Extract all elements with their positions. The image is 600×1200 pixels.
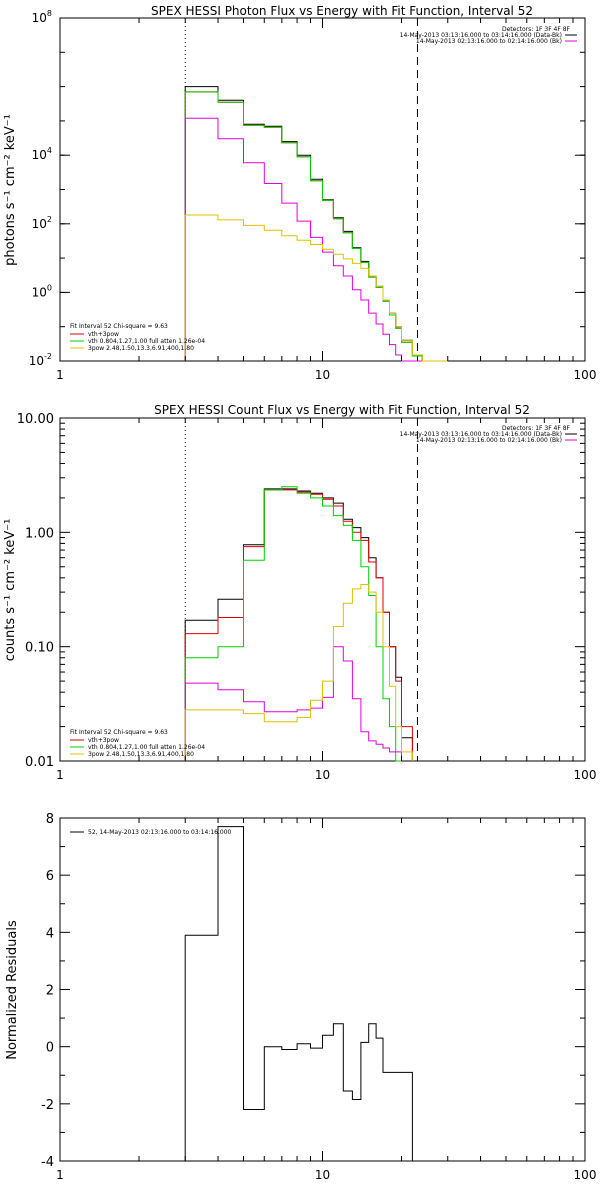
x-tick-label: 1 <box>56 768 64 782</box>
y-tick-label: 1.00 <box>25 526 54 541</box>
panel1-legend-power: 3pow 2.48,1.50,13.3,6.91,400,1.80 <box>88 345 194 352</box>
power-law-histogram <box>184 584 413 761</box>
panel3-axes: 1 10 100 8 6 4 2 0 -2 -4 <box>41 812 596 1182</box>
panel1-legend-thermal: vth 0.804,1.27,1.00 full atten 1.26e-04 <box>88 338 205 345</box>
x-tick-label: 10 <box>315 768 330 782</box>
x-tick-label: 10 <box>315 1168 330 1182</box>
x-tick-label: 1 <box>56 1168 64 1182</box>
panel2-time-data: 14-May-2013 03:13:16.000 to 03:14:16.000… <box>400 431 562 438</box>
data-histogram <box>184 488 413 761</box>
panel2-legend-thermal: vth 0.804,1.27,1.00 full atten 1.26e-04 <box>88 744 205 751</box>
data-histogram <box>184 86 448 362</box>
background-histogram <box>184 646 402 761</box>
panel1-detectors: Detectors: 1F 3F 4F 8F <box>502 26 571 33</box>
y-tick-label: 0 <box>46 1041 54 1056</box>
x-tick-label: 1 <box>56 368 64 382</box>
panel2-time-bk: 14-May-2013 02:13:16.000 to 02:14:16.000… <box>416 437 562 444</box>
background-histogram <box>184 117 423 362</box>
y-tick-label: 100 <box>32 283 52 299</box>
y-tick-label: 108 <box>32 9 52 25</box>
x-tick-label: 100 <box>574 368 597 382</box>
y-tick-label: 0.10 <box>25 641 54 656</box>
panel3-series-group <box>184 826 413 1161</box>
panel2-legend-power: 3pow 2.48,1.50,13.3,6.91,400,1.80 <box>88 751 194 758</box>
y-tick-label: -2 <box>41 1098 54 1113</box>
panel1-title: SPEX HESSI Photon Flux vs Energy with Fi… <box>151 4 533 18</box>
panel2-detectors: Detectors: 1F 3F 4F 8F <box>502 425 571 432</box>
y-tick-label: 10-2 <box>29 352 52 368</box>
y-tick-label: 8 <box>46 812 54 827</box>
y-tick-label: 104 <box>32 146 52 162</box>
panel2-title: SPEX HESSI Count Flux vs Energy with Fit… <box>154 403 530 417</box>
x-tick-label: 10 <box>315 368 330 382</box>
panel1-time-data: 14-May-2013 03:13:16.000 to 03:14:16.000… <box>400 32 562 39</box>
panel2-fit-interval: Fit Interval 52 Chi-square = 9.63 <box>70 729 168 736</box>
panel1-series-group <box>184 18 448 362</box>
residuals-panel: 1 10 100 8 6 4 2 0 -2 -4 Normalized Residuals 52,… <box>5 812 596 1182</box>
y-tick-label: 0.01 <box>25 755 54 770</box>
thermal-histogram <box>184 486 402 762</box>
power-law-histogram <box>184 214 448 362</box>
photon-flux-panel: SPEX HESSI Photon Flux vs Energy with Fi… <box>3 4 596 382</box>
panel2-plot-frame <box>59 417 586 762</box>
count-flux-panel: SPEX HESSI Count Flux vs Energy with Fit… <box>3 403 596 782</box>
thermal-histogram <box>184 91 423 361</box>
panel2-legend-model: vth+3pow <box>88 737 119 744</box>
y-tick-label: 102 <box>32 215 52 231</box>
panel2-axes: 1 10 100 10.00 1.00 0.10 0.01 <box>17 412 597 782</box>
panel3-plot-frame <box>59 817 586 1162</box>
panel2-y-axis-label: counts s⁻¹ cm⁻² keV⁻¹ <box>3 519 18 662</box>
model-histogram <box>184 489 413 761</box>
panel1-legend-model: vth+3pow <box>88 331 119 338</box>
y-tick-label: 6 <box>46 869 54 884</box>
y-tick-label: 2 <box>46 984 54 999</box>
panel1-y-axis-label: photons s⁻¹ cm⁻² keV⁻¹ <box>3 114 18 266</box>
panel3-y-axis-label: Normalized Residuals <box>5 920 20 1060</box>
y-tick-label: 4 <box>46 926 54 941</box>
x-tick-label: 100 <box>574 1168 597 1182</box>
model-histogram <box>184 91 448 362</box>
panel1-axes: 1 10 100 108 104 102 100 10-2 <box>29 9 597 382</box>
y-tick-label: -4 <box>41 1155 54 1170</box>
panel1-fit-interval: Fit Interval 52 Chi-square = 9.63 <box>70 323 168 330</box>
panel2-series-group <box>184 418 418 762</box>
y-tick-label: 10.00 <box>17 412 54 427</box>
residual-histogram <box>184 826 413 1161</box>
panel1-time-bk: 14-May-2013 02:13:16.000 to 02:14:16.000… <box>416 38 562 45</box>
x-tick-label: 100 <box>574 768 597 782</box>
panel3-legend-label: 52, 14-May-2013 02:13:16.000 to 03:14:16… <box>88 829 232 836</box>
